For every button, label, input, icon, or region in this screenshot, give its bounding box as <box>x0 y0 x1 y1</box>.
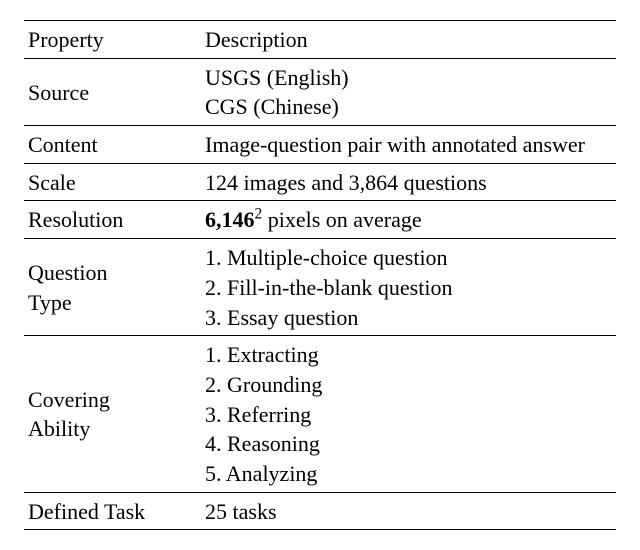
table-container: Property Description Source USGS (Englis… <box>0 0 640 550</box>
qtype-v3: 3. Essay question <box>205 303 608 333</box>
row-value-qtype: 1. Multiple-choice question 2. Fill-in-t… <box>201 239 616 336</box>
table-row: Content Image-question pair with annotat… <box>24 126 616 164</box>
table-row: Scale 124 images and 3,864 questions <box>24 163 616 201</box>
qtype-v2: 2. Fill-in-the-blank question <box>205 273 608 303</box>
table-row: Resolution 6,1462 pixels on average <box>24 201 616 239</box>
resolution-bold: 6,146 <box>205 207 255 232</box>
header-description: Description <box>201 21 616 59</box>
ability-label1: Covering <box>28 385 193 415</box>
table-row: Defined Task 25 tasks <box>24 492 616 530</box>
ability-v5: 5. Analyzing <box>205 459 608 489</box>
table-row: Source USGS (English) CGS (Chinese) <box>24 58 616 125</box>
row-label-content: Content <box>24 126 201 164</box>
table-row: Question Type 1. Multiple-choice questio… <box>24 239 616 336</box>
ability-v2: 2. Grounding <box>205 370 608 400</box>
table-row: Covering Ability 1. Extracting 2. Ground… <box>24 336 616 492</box>
properties-table: Property Description Source USGS (Englis… <box>24 20 616 530</box>
row-value-source: USGS (English) CGS (Chinese) <box>201 58 616 125</box>
ability-label2: Ability <box>28 414 193 444</box>
row-value-task: 25 tasks <box>201 492 616 530</box>
ability-v3: 3. Referring <box>205 400 608 430</box>
row-label-qtype: Question Type <box>24 239 201 336</box>
row-value-scale: 124 images and 3,864 questions <box>201 163 616 201</box>
row-label-scale: Scale <box>24 163 201 201</box>
qtype-label2: Type <box>28 288 193 318</box>
qtype-v1: 1. Multiple-choice question <box>205 243 608 273</box>
row-label-task: Defined Task <box>24 492 201 530</box>
table-header-row: Property Description <box>24 21 616 59</box>
source-line2: CGS (Chinese) <box>205 92 608 122</box>
row-label-source: Source <box>24 58 201 125</box>
qtype-label1: Question <box>28 258 193 288</box>
row-value-ability: 1. Extracting 2. Grounding 3. Referring … <box>201 336 616 492</box>
ability-v4: 4. Reasoning <box>205 429 608 459</box>
source-line1: USGS (English) <box>205 63 608 93</box>
header-property: Property <box>24 21 201 59</box>
resolution-suffix: pixels on average <box>262 207 421 232</box>
ability-v1: 1. Extracting <box>205 340 608 370</box>
row-label-ability: Covering Ability <box>24 336 201 492</box>
row-label-resolution: Resolution <box>24 201 201 239</box>
row-value-resolution: 6,1462 pixels on average <box>201 201 616 239</box>
row-value-content: Image-question pair with annotated answe… <box>201 126 616 164</box>
